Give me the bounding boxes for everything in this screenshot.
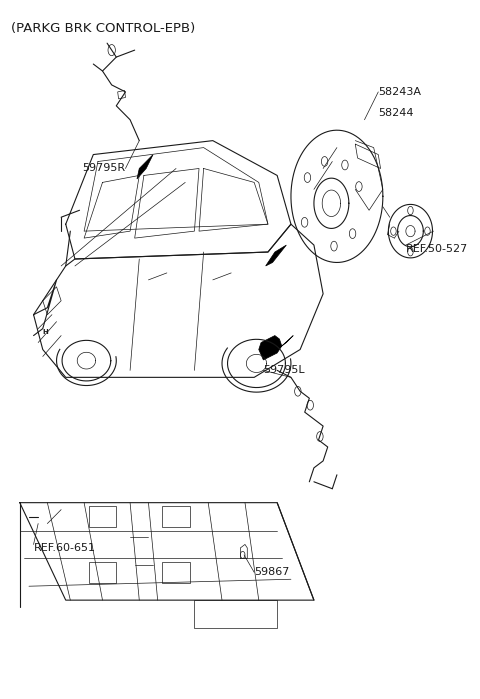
Text: 59795L: 59795L [264,366,305,375]
Text: REF.60-651: REF.60-651 [0,698,1,699]
Text: H: H [42,329,48,335]
Polygon shape [265,245,287,266]
Text: 59867: 59867 [254,568,289,577]
Text: 58244: 58244 [378,108,414,118]
Polygon shape [137,154,153,179]
Text: (PARKG BRK CONTROL-EPB): (PARKG BRK CONTROL-EPB) [11,22,195,35]
Text: 58243A: 58243A [378,87,421,97]
Polygon shape [259,336,282,360]
Text: REF.50-527: REF.50-527 [0,698,1,699]
Text: REF.50-527: REF.50-527 [406,243,468,254]
Text: REF.60-651: REF.60-651 [34,543,96,553]
Polygon shape [277,336,293,350]
Text: 59795R: 59795R [83,164,125,173]
